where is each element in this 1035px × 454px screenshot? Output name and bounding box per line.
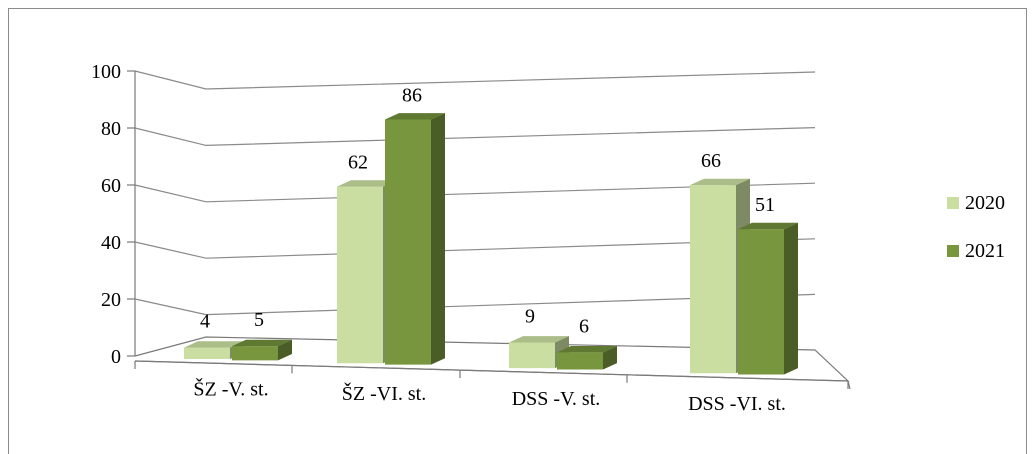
data-label-2020-0: 4 <box>200 311 210 333</box>
floor-layer <box>134 71 851 390</box>
y-tick-label-80: 80 <box>101 118 121 140</box>
bar-2021-1 <box>385 113 445 365</box>
legend: 2020 2021 <box>947 192 1005 262</box>
gridline-60 <box>134 182 816 203</box>
data-label-2021-0: 5 <box>254 309 264 331</box>
legend-label-2021: 2021 <box>965 240 1005 262</box>
x-axis-categories: ŠZ -V. st. ŠZ -VI. st. DSS -V. st. DSS -VI.… <box>134 361 849 415</box>
category-label: DSS -VI. st. <box>688 393 786 415</box>
data-labels: 4 62 9 66 5 86 6 51 <box>200 85 775 338</box>
gridline-100 <box>134 70 816 90</box>
legend-swatch-2020 <box>947 197 959 209</box>
data-label-2020-3: 66 <box>701 150 721 172</box>
y-tick-label-60: 60 <box>101 175 121 197</box>
data-label-2020-2: 9 <box>525 305 535 327</box>
x-axis-line <box>134 360 849 382</box>
y-axis-ticks: 0 20 40 60 80 100 <box>91 61 135 368</box>
bar-2021-0 <box>232 339 292 361</box>
y-tick-label-0: 0 <box>111 346 121 368</box>
legend-label-2020: 2020 <box>965 192 1005 214</box>
bar-2021-2 <box>557 345 617 370</box>
gridline-40 <box>134 238 816 259</box>
data-label-2021-2: 6 <box>579 315 589 337</box>
data-label-2021-3: 51 <box>755 194 775 216</box>
chart-frame <box>8 8 1027 454</box>
category-label: DSS -V. st. <box>512 388 601 410</box>
bar-2021-3 <box>738 222 798 375</box>
bars <box>184 113 798 375</box>
data-label-2020-1: 62 <box>348 152 368 174</box>
gridline-80 <box>134 127 816 147</box>
category-label: ŠZ -VI. st. <box>342 381 426 405</box>
legend-swatch-2021 <box>947 245 959 257</box>
y-tick-label-40: 40 <box>101 232 121 254</box>
category-label: ŠZ -V. st. <box>193 377 268 401</box>
gridline-20 <box>134 293 816 316</box>
data-label-2021-1: 86 <box>402 85 422 107</box>
grid-layer <box>134 70 816 316</box>
y-tick-label-100: 100 <box>91 61 121 83</box>
y-tick-label-20: 20 <box>101 289 121 311</box>
